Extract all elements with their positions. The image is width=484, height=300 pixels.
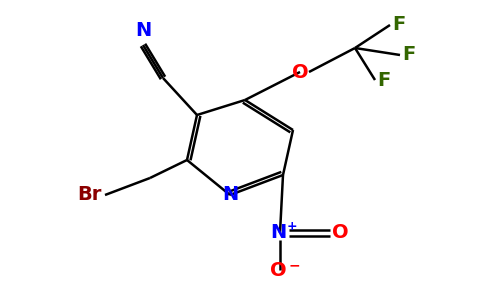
Text: O: O [292, 62, 308, 82]
Text: F: F [392, 16, 405, 34]
Text: N: N [222, 185, 238, 205]
Text: F: F [377, 70, 390, 89]
Text: N: N [270, 224, 286, 242]
Text: +: + [287, 220, 298, 232]
Text: N: N [135, 21, 151, 40]
Text: O: O [332, 224, 348, 242]
Text: F: F [402, 46, 415, 64]
Text: −: − [289, 258, 301, 272]
Text: O: O [270, 260, 287, 280]
Text: Br: Br [77, 185, 102, 205]
